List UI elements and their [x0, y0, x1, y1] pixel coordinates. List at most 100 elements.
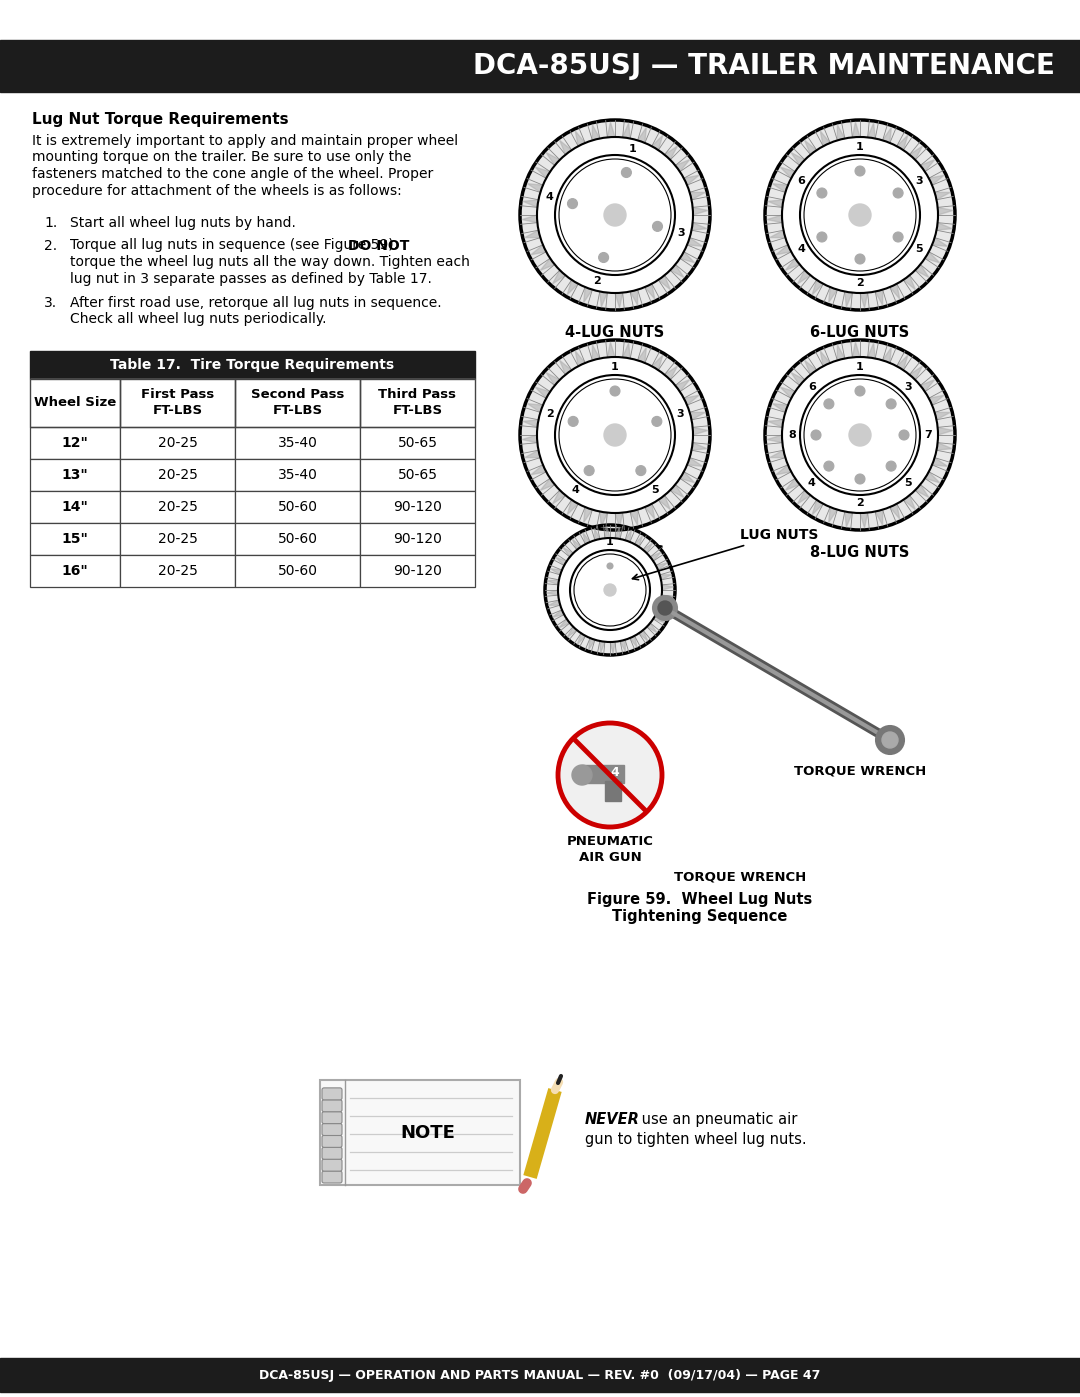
Text: 13": 13": [62, 468, 89, 482]
Text: LUG NUTS: LUG NUTS: [633, 528, 819, 580]
Polygon shape: [820, 351, 831, 366]
Bar: [235, 490, 360, 522]
Text: torque the wheel lug nuts all the way down. Tighten each: torque the wheel lug nuts all the way do…: [70, 256, 470, 270]
Text: 2: 2: [856, 497, 864, 509]
Text: 1: 1: [629, 144, 636, 154]
Text: 3: 3: [904, 381, 912, 393]
Polygon shape: [583, 507, 592, 522]
Polygon shape: [645, 504, 654, 520]
Circle shape: [565, 414, 581, 429]
Polygon shape: [651, 136, 663, 149]
Polygon shape: [559, 140, 571, 155]
Polygon shape: [780, 387, 795, 398]
Bar: [30, 522, 120, 555]
Text: Lug Nut Torque Requirements: Lug Nut Torque Requirements: [32, 112, 288, 127]
Polygon shape: [662, 585, 674, 590]
Polygon shape: [639, 630, 648, 641]
Bar: [360, 522, 475, 555]
Polygon shape: [860, 292, 867, 307]
Bar: [235, 460, 360, 490]
Text: 7: 7: [924, 430, 932, 440]
FancyBboxPatch shape: [322, 1171, 342, 1183]
Circle shape: [852, 251, 868, 267]
Text: 5: 5: [915, 244, 922, 254]
Polygon shape: [583, 286, 592, 303]
Circle shape: [899, 430, 909, 440]
Polygon shape: [523, 200, 539, 207]
Circle shape: [545, 525, 675, 655]
Text: 90-120: 90-120: [393, 500, 442, 514]
Text: 50-60: 50-60: [278, 564, 318, 578]
Polygon shape: [791, 152, 805, 165]
Circle shape: [607, 563, 613, 569]
Circle shape: [808, 427, 824, 443]
Circle shape: [599, 578, 621, 601]
Polygon shape: [852, 342, 860, 358]
Circle shape: [568, 416, 578, 426]
Circle shape: [849, 425, 870, 446]
Circle shape: [519, 339, 710, 529]
Polygon shape: [656, 563, 667, 570]
Text: TORQUE WRENCH: TORQUE WRENCH: [674, 870, 806, 883]
Text: 4: 4: [808, 478, 815, 488]
Polygon shape: [775, 465, 792, 475]
Polygon shape: [610, 641, 616, 654]
FancyBboxPatch shape: [322, 1147, 342, 1160]
Polygon shape: [605, 527, 610, 538]
Text: 35-40: 35-40: [278, 436, 318, 450]
Polygon shape: [767, 215, 782, 222]
Circle shape: [883, 395, 900, 412]
Polygon shape: [791, 373, 805, 386]
Bar: [30, 490, 120, 522]
Polygon shape: [572, 539, 581, 550]
Text: Figure 59.  Wheel Lug Nuts: Figure 59. Wheel Lug Nuts: [588, 893, 812, 907]
Polygon shape: [531, 244, 546, 254]
Bar: [30, 351, 475, 379]
Circle shape: [604, 560, 616, 571]
Polygon shape: [675, 380, 690, 391]
Polygon shape: [637, 348, 646, 363]
Circle shape: [595, 250, 611, 265]
Polygon shape: [687, 458, 703, 467]
Circle shape: [604, 204, 626, 226]
Polygon shape: [540, 258, 555, 271]
Text: 15": 15": [62, 532, 89, 546]
Polygon shape: [549, 601, 561, 605]
Circle shape: [607, 383, 623, 400]
Text: It is extremely important to apply and maintain proper wheel: It is extremely important to apply and m…: [32, 134, 458, 148]
Polygon shape: [550, 569, 562, 576]
Circle shape: [882, 732, 897, 747]
Polygon shape: [820, 131, 831, 147]
Text: 3: 3: [915, 176, 922, 186]
FancyBboxPatch shape: [322, 1112, 342, 1123]
Polygon shape: [785, 258, 799, 271]
Polygon shape: [915, 264, 929, 278]
Text: 3.: 3.: [44, 296, 57, 310]
Bar: [360, 490, 475, 522]
Text: 6: 6: [797, 176, 805, 186]
Circle shape: [816, 232, 827, 242]
Polygon shape: [828, 507, 837, 522]
Circle shape: [852, 471, 868, 488]
Text: 6-LUG NUTS: 6-LUG NUTS: [810, 326, 909, 339]
Text: 6: 6: [808, 381, 815, 393]
Circle shape: [852, 383, 868, 400]
Polygon shape: [559, 360, 571, 374]
Text: 8-LUG NUTS: 8-LUG NUTS: [810, 545, 909, 560]
Text: PNEUMATIC: PNEUMATIC: [567, 835, 653, 848]
Text: 2: 2: [546, 409, 554, 419]
Polygon shape: [558, 619, 570, 627]
Text: Wheel Size: Wheel Size: [33, 397, 117, 409]
Text: DO NOT: DO NOT: [348, 239, 409, 253]
Circle shape: [824, 400, 834, 409]
Circle shape: [599, 419, 631, 451]
Text: 4-LUG NUTS: 4-LUG NUTS: [565, 326, 664, 339]
Polygon shape: [567, 627, 577, 637]
Bar: [235, 522, 360, 555]
Circle shape: [652, 416, 662, 426]
Polygon shape: [845, 511, 852, 527]
Text: 3: 3: [677, 228, 685, 237]
Polygon shape: [658, 605, 670, 612]
Circle shape: [843, 198, 876, 231]
Polygon shape: [653, 615, 664, 623]
